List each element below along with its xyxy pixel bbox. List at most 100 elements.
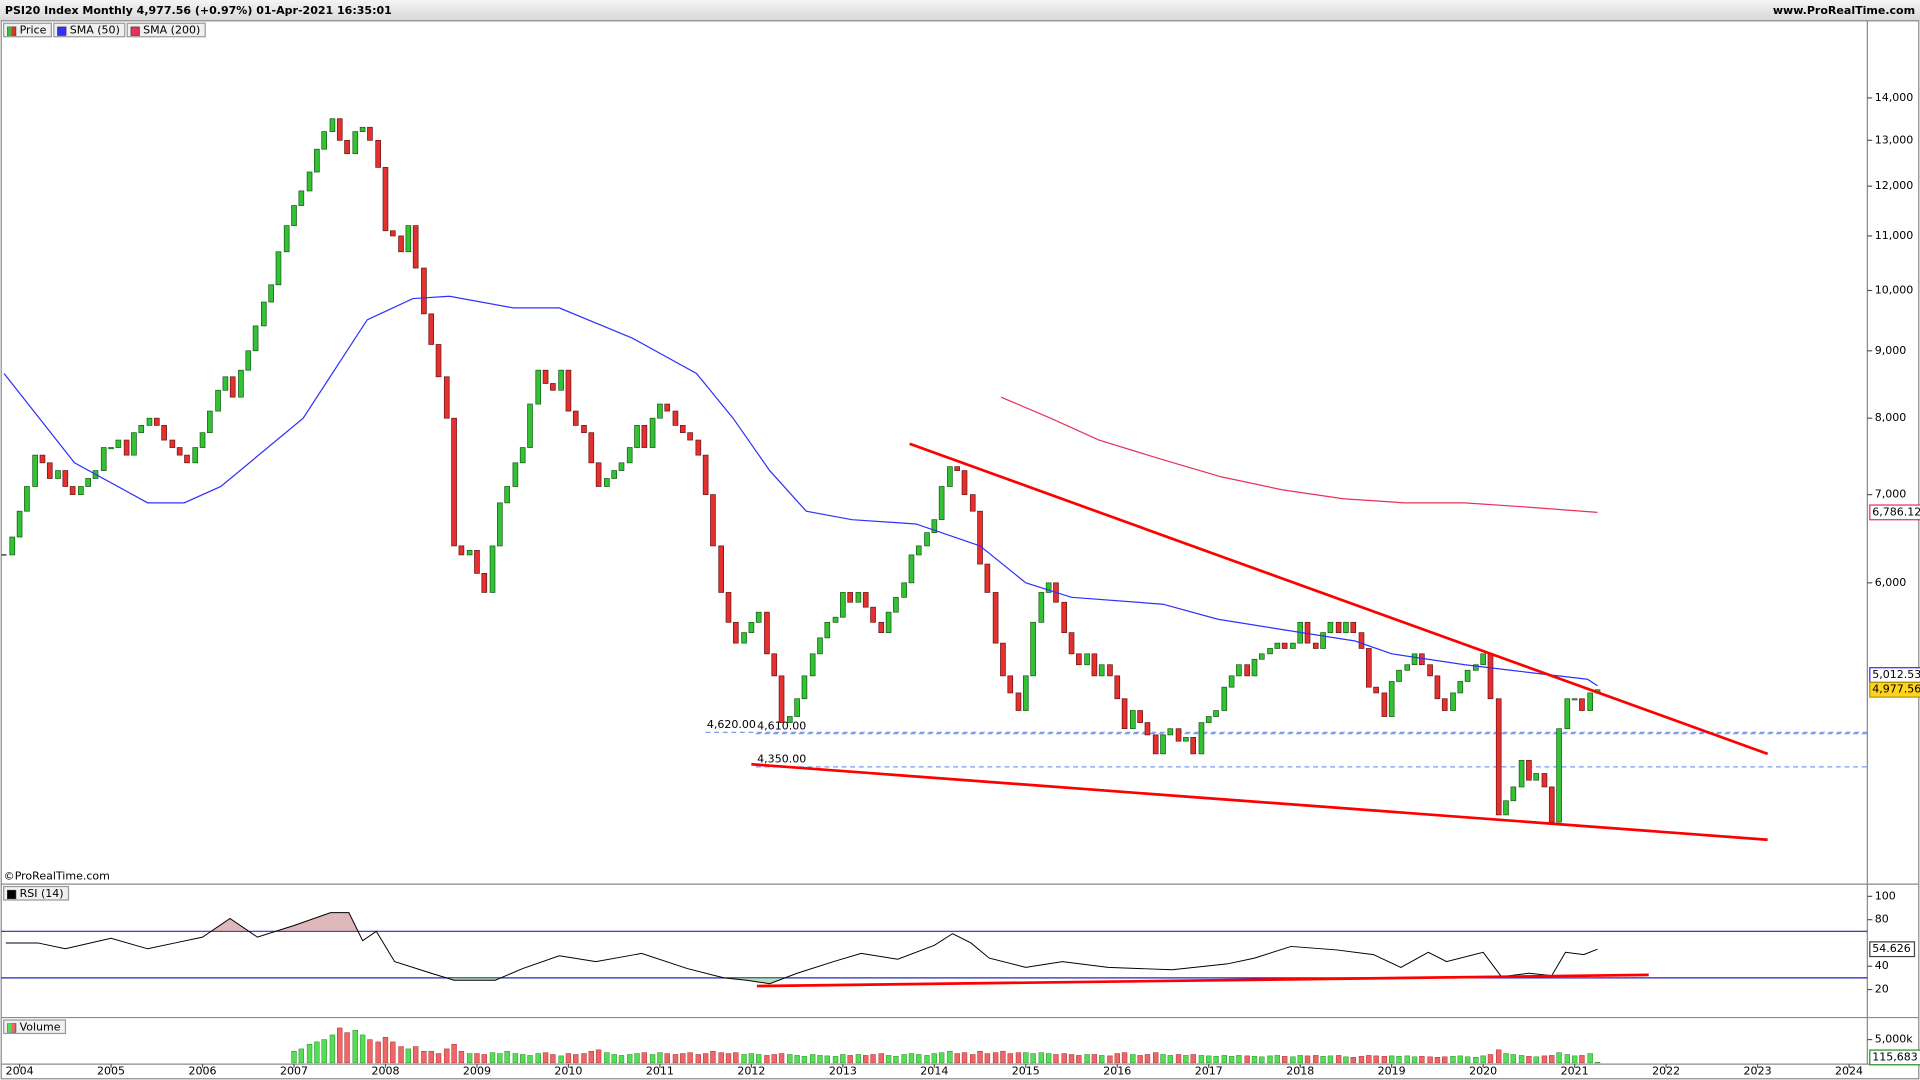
volume-bar [764, 1055, 770, 1064]
candle [771, 653, 778, 677]
candle [1251, 658, 1258, 677]
x-tick-label: 2014 [920, 1064, 948, 1077]
candle [626, 447, 633, 464]
candle [572, 410, 579, 426]
volume-bar [787, 1054, 793, 1064]
legend-swatch [7, 1023, 12, 1033]
candle [344, 139, 350, 155]
candle [1137, 710, 1143, 723]
y-tick-label: 9,000 [1875, 344, 1907, 357]
volume-bar [984, 1053, 991, 1064]
candle [1190, 737, 1197, 755]
candle [764, 611, 770, 655]
volume-bar [1144, 1054, 1151, 1064]
candle [1533, 773, 1540, 781]
x-tick-label: 2009 [463, 1064, 491, 1077]
volume-bar [512, 1053, 519, 1064]
candle [55, 470, 61, 479]
candle [199, 432, 206, 448]
volume-bar [634, 1053, 640, 1064]
candle [542, 369, 549, 384]
candle [809, 653, 816, 677]
candle [153, 417, 160, 426]
candle [69, 486, 76, 495]
candle [268, 284, 274, 303]
trendline [756, 973, 1649, 988]
volume-bar [1000, 1050, 1006, 1064]
candle [176, 447, 183, 456]
volume-bar [367, 1039, 373, 1064]
volume-bar [542, 1052, 549, 1064]
x-tick-label: 2022 [1652, 1064, 1680, 1077]
candle [1022, 675, 1029, 711]
y-tick-label: 80 [1875, 913, 1889, 926]
candle [1404, 664, 1411, 671]
volume-bar [428, 1050, 434, 1064]
volume-bar [1579, 1055, 1585, 1064]
volume-bar [1343, 1056, 1349, 1064]
volume-bar [1053, 1054, 1059, 1064]
volume-bar [741, 1054, 747, 1064]
volume-bar [314, 1041, 320, 1064]
value-readout-box [1869, 681, 1920, 698]
x-tick-label: 2018 [1286, 1064, 1314, 1077]
candle [261, 301, 267, 327]
volume-bar [1373, 1055, 1379, 1064]
y-tick-label: 6,000 [1875, 576, 1907, 589]
candle [1473, 664, 1479, 671]
candle [275, 251, 282, 286]
volume-bar [1335, 1055, 1342, 1064]
volume-bar [1152, 1052, 1159, 1064]
source: www.ProRealTime.com [1773, 4, 1915, 17]
candle [184, 454, 190, 464]
volume-bar [1045, 1053, 1052, 1064]
volume-bar [375, 1041, 381, 1064]
candle [1183, 737, 1189, 742]
candle [1121, 698, 1128, 730]
volume-bar [497, 1053, 503, 1064]
candle [504, 486, 510, 504]
candle [466, 550, 473, 556]
volume-bar [573, 1054, 579, 1064]
volume-bar [1411, 1056, 1418, 1064]
candle [222, 376, 229, 391]
volume-bar [1038, 1052, 1045, 1064]
volume-bar [992, 1052, 999, 1064]
candle [1526, 759, 1532, 781]
legend-swatch [7, 889, 17, 900]
candle [741, 632, 747, 644]
candle [1396, 669, 1402, 682]
candle [901, 582, 907, 598]
candle [581, 425, 587, 434]
sma-line [1000, 396, 1598, 513]
candle [1541, 773, 1548, 788]
volume-bar [321, 1039, 327, 1064]
legend-swatch [7, 26, 12, 36]
x-tick-label: 2005 [97, 1064, 125, 1077]
volume-bar [801, 1056, 808, 1064]
volume-bar [863, 1055, 869, 1064]
candle [604, 478, 610, 487]
candle [458, 545, 465, 556]
volume-bar [1556, 1052, 1562, 1064]
candle [1038, 592, 1045, 623]
legend-label: Volume [20, 1020, 61, 1033]
x-tick-label: 2020 [1469, 1064, 1497, 1077]
volume-bar [824, 1055, 830, 1064]
volume-bar [710, 1050, 716, 1064]
candle [1244, 664, 1250, 677]
candle [78, 486, 84, 495]
volume-bar [908, 1053, 915, 1064]
volume-bar [1327, 1055, 1334, 1064]
volume-bar [329, 1034, 336, 1064]
volume-bar [1464, 1056, 1471, 1064]
volume-bar [1228, 1056, 1235, 1064]
volume-bar [1594, 1062, 1601, 1064]
volume-bar [641, 1052, 648, 1064]
candle [824, 621, 831, 639]
volume-bar [344, 1032, 350, 1064]
candle [138, 425, 145, 434]
volume-bar [390, 1041, 396, 1064]
volume-bar [1084, 1054, 1090, 1064]
